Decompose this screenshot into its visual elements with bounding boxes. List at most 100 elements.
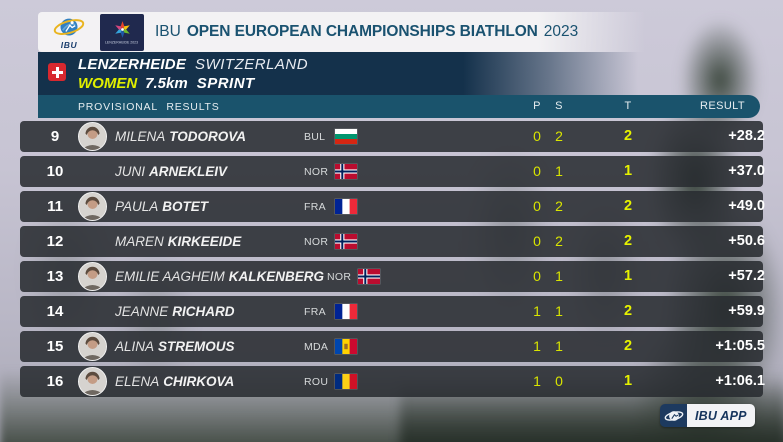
race-line: WOMEN 7.5km SPRINT: [78, 74, 308, 93]
total-penalties: 2: [623, 303, 633, 319]
first-name: PAULA: [115, 199, 159, 214]
result-row: 12 MAREN KIRKEEIDE NOR 0 2 2 +50.6: [20, 226, 765, 257]
athlete-identity: JUNI ARNEKLEIV NOR: [115, 156, 357, 187]
prone-penalties: 1: [533, 338, 541, 354]
result-time: +1:05.5: [715, 338, 765, 354]
country-code: MDA: [304, 340, 329, 353]
total-penalties: 1: [623, 163, 633, 179]
standing-penalties: 1: [555, 303, 563, 319]
rou-flag-icon: [335, 374, 357, 389]
country-name: SWITZERLAND: [195, 55, 309, 73]
prone-penalties: 0: [533, 163, 541, 179]
country-code: BUL: [304, 130, 326, 143]
total-penalties: 1: [623, 268, 633, 284]
prone-penalties: 1: [533, 303, 541, 319]
country-code: ROU: [304, 375, 329, 388]
standing-penalties: 1: [555, 268, 563, 284]
prone-penalties: 0: [533, 128, 541, 144]
athlete-name: EMILIE AAGHEIM KALKENBERG: [115, 269, 324, 284]
country-code: NOR: [304, 165, 329, 178]
result-time: +59.9: [728, 303, 765, 319]
athlete-identity: ALINA STREMOUS MDA: [115, 331, 357, 362]
result-row: 14 JEANNE RICHARD FRA 1 1 2 +59.9: [20, 296, 765, 327]
athlete-identity: EMILIE AAGHEIM KALKENBERG NOR: [115, 261, 381, 292]
athlete-name: ALINA STREMOUS: [115, 339, 301, 354]
standing-penalties: 1: [555, 163, 563, 179]
championship-header-bar: IBU LENZERHEIDE 2023 IBU OPEN EUROPEAN C…: [38, 12, 645, 52]
country-code: FRA: [304, 200, 326, 213]
rank-number: 10: [46, 163, 64, 180]
rank-number: 16: [46, 373, 64, 390]
athlete-photo-image: [79, 193, 106, 220]
first-name: ALINA: [115, 339, 155, 354]
ibu-app-label: IBU APP: [687, 404, 755, 427]
result-time: +57.2: [728, 268, 765, 284]
ibu-logo: IBU: [38, 12, 100, 52]
last-name: BOTET: [162, 199, 209, 214]
prone-penalties: 0: [533, 198, 541, 214]
standing-penalties: 2: [555, 198, 563, 214]
title-main: OPEN EUROPEAN CHAMPIONSHIPS BIATHLON: [186, 23, 538, 40]
championship-title: IBU OPEN EUROPEAN CHAMPIONSHIPS BIATHLON…: [155, 23, 578, 41]
last-name: CHIRKOVA: [163, 374, 235, 389]
athlete-photo: [78, 192, 107, 221]
last-name: TODOROVA: [169, 129, 247, 144]
championship-snowflake-icon: [114, 20, 130, 38]
athlete-name: MAREN KIRKEEIDE: [115, 234, 301, 249]
country-code: NOR: [327, 270, 352, 283]
first-name: JUNI: [115, 164, 145, 179]
event-logo: LENZERHEIDE 2023: [100, 13, 144, 51]
athlete-identity: PAULA BOTET FRA: [115, 191, 357, 222]
rank-number: 12: [46, 233, 64, 250]
athlete-photo-image: [79, 263, 106, 290]
column-header-prone: P: [533, 100, 541, 112]
first-name: MAREN: [115, 234, 164, 249]
nor-flag-icon: [335, 234, 357, 249]
title-prefix: IBU: [155, 23, 181, 40]
country-code: NOR: [304, 235, 329, 248]
standing-penalties: 1: [555, 338, 563, 354]
rank-number: 15: [46, 338, 64, 355]
result-row: 15 ALINA STREMOUS MDA 1 1 2 +1:05.5: [20, 331, 765, 362]
fra-flag-icon: [335, 199, 357, 214]
last-name: STREMOUS: [158, 339, 235, 354]
athlete-identity: JEANNE RICHARD FRA: [115, 296, 357, 327]
result-time: +49.0: [728, 198, 765, 214]
switzerland-flag-icon: [48, 63, 66, 81]
athlete-photo-image: [79, 333, 106, 360]
athlete-photo-image: [79, 368, 106, 395]
result-row: 10 JUNI ARNEKLEIV NOR 0 1 1 +37.0: [20, 156, 765, 187]
result-time: +1:06.1: [715, 373, 765, 389]
event-info-panel: LENZERHEIDE SWITZERLAND WOMEN 7.5km SPRINT: [38, 52, 646, 95]
ibu-app-globe-icon: [664, 410, 683, 421]
result-row: 9 MILENA TODOROVA BUL 0 2 2 +28.2: [20, 121, 765, 152]
rank-number: 11: [47, 198, 63, 215]
first-name: MILENA: [115, 129, 166, 144]
athlete-photo: [78, 332, 107, 361]
column-header-result: RESULT: [700, 100, 745, 112]
total-penalties: 2: [623, 338, 633, 354]
athlete-name: MILENA TODOROVA: [115, 129, 301, 144]
last-name: KALKENBERG: [228, 269, 325, 284]
athlete-identity: MILENA TODOROVA BUL: [115, 121, 357, 152]
country-code: FRA: [304, 305, 326, 318]
athlete-identity: ELENA CHIRKOVA ROU: [115, 366, 357, 397]
location-name: LENZERHEIDE: [78, 55, 187, 73]
ibu-app-logo: [660, 404, 687, 427]
title-year: 2023: [543, 23, 579, 40]
total-penalties: 2: [623, 128, 633, 144]
ibu-app-badge: IBU APP: [660, 404, 755, 427]
standing-penalties: 0: [555, 373, 563, 389]
total-penalties: 1: [623, 373, 633, 389]
ibu-logo-text: IBU: [60, 39, 78, 50]
rank-number: 9: [50, 128, 60, 145]
result-row: 16 ELENA CHIRKOVA ROU 1 0 1 +1:06.1: [20, 366, 765, 397]
ibu-globe-icon: [53, 18, 85, 36]
results-status-label: PROVISIONAL RESULTS: [78, 100, 220, 113]
results-header-strip: PROVISIONAL RESULTS P S T RESULT: [38, 95, 760, 118]
race-distance: 7.5km: [145, 74, 188, 92]
total-penalties: 2: [623, 233, 633, 249]
athlete-photo: [78, 262, 107, 291]
column-header-total: T: [624, 100, 632, 112]
